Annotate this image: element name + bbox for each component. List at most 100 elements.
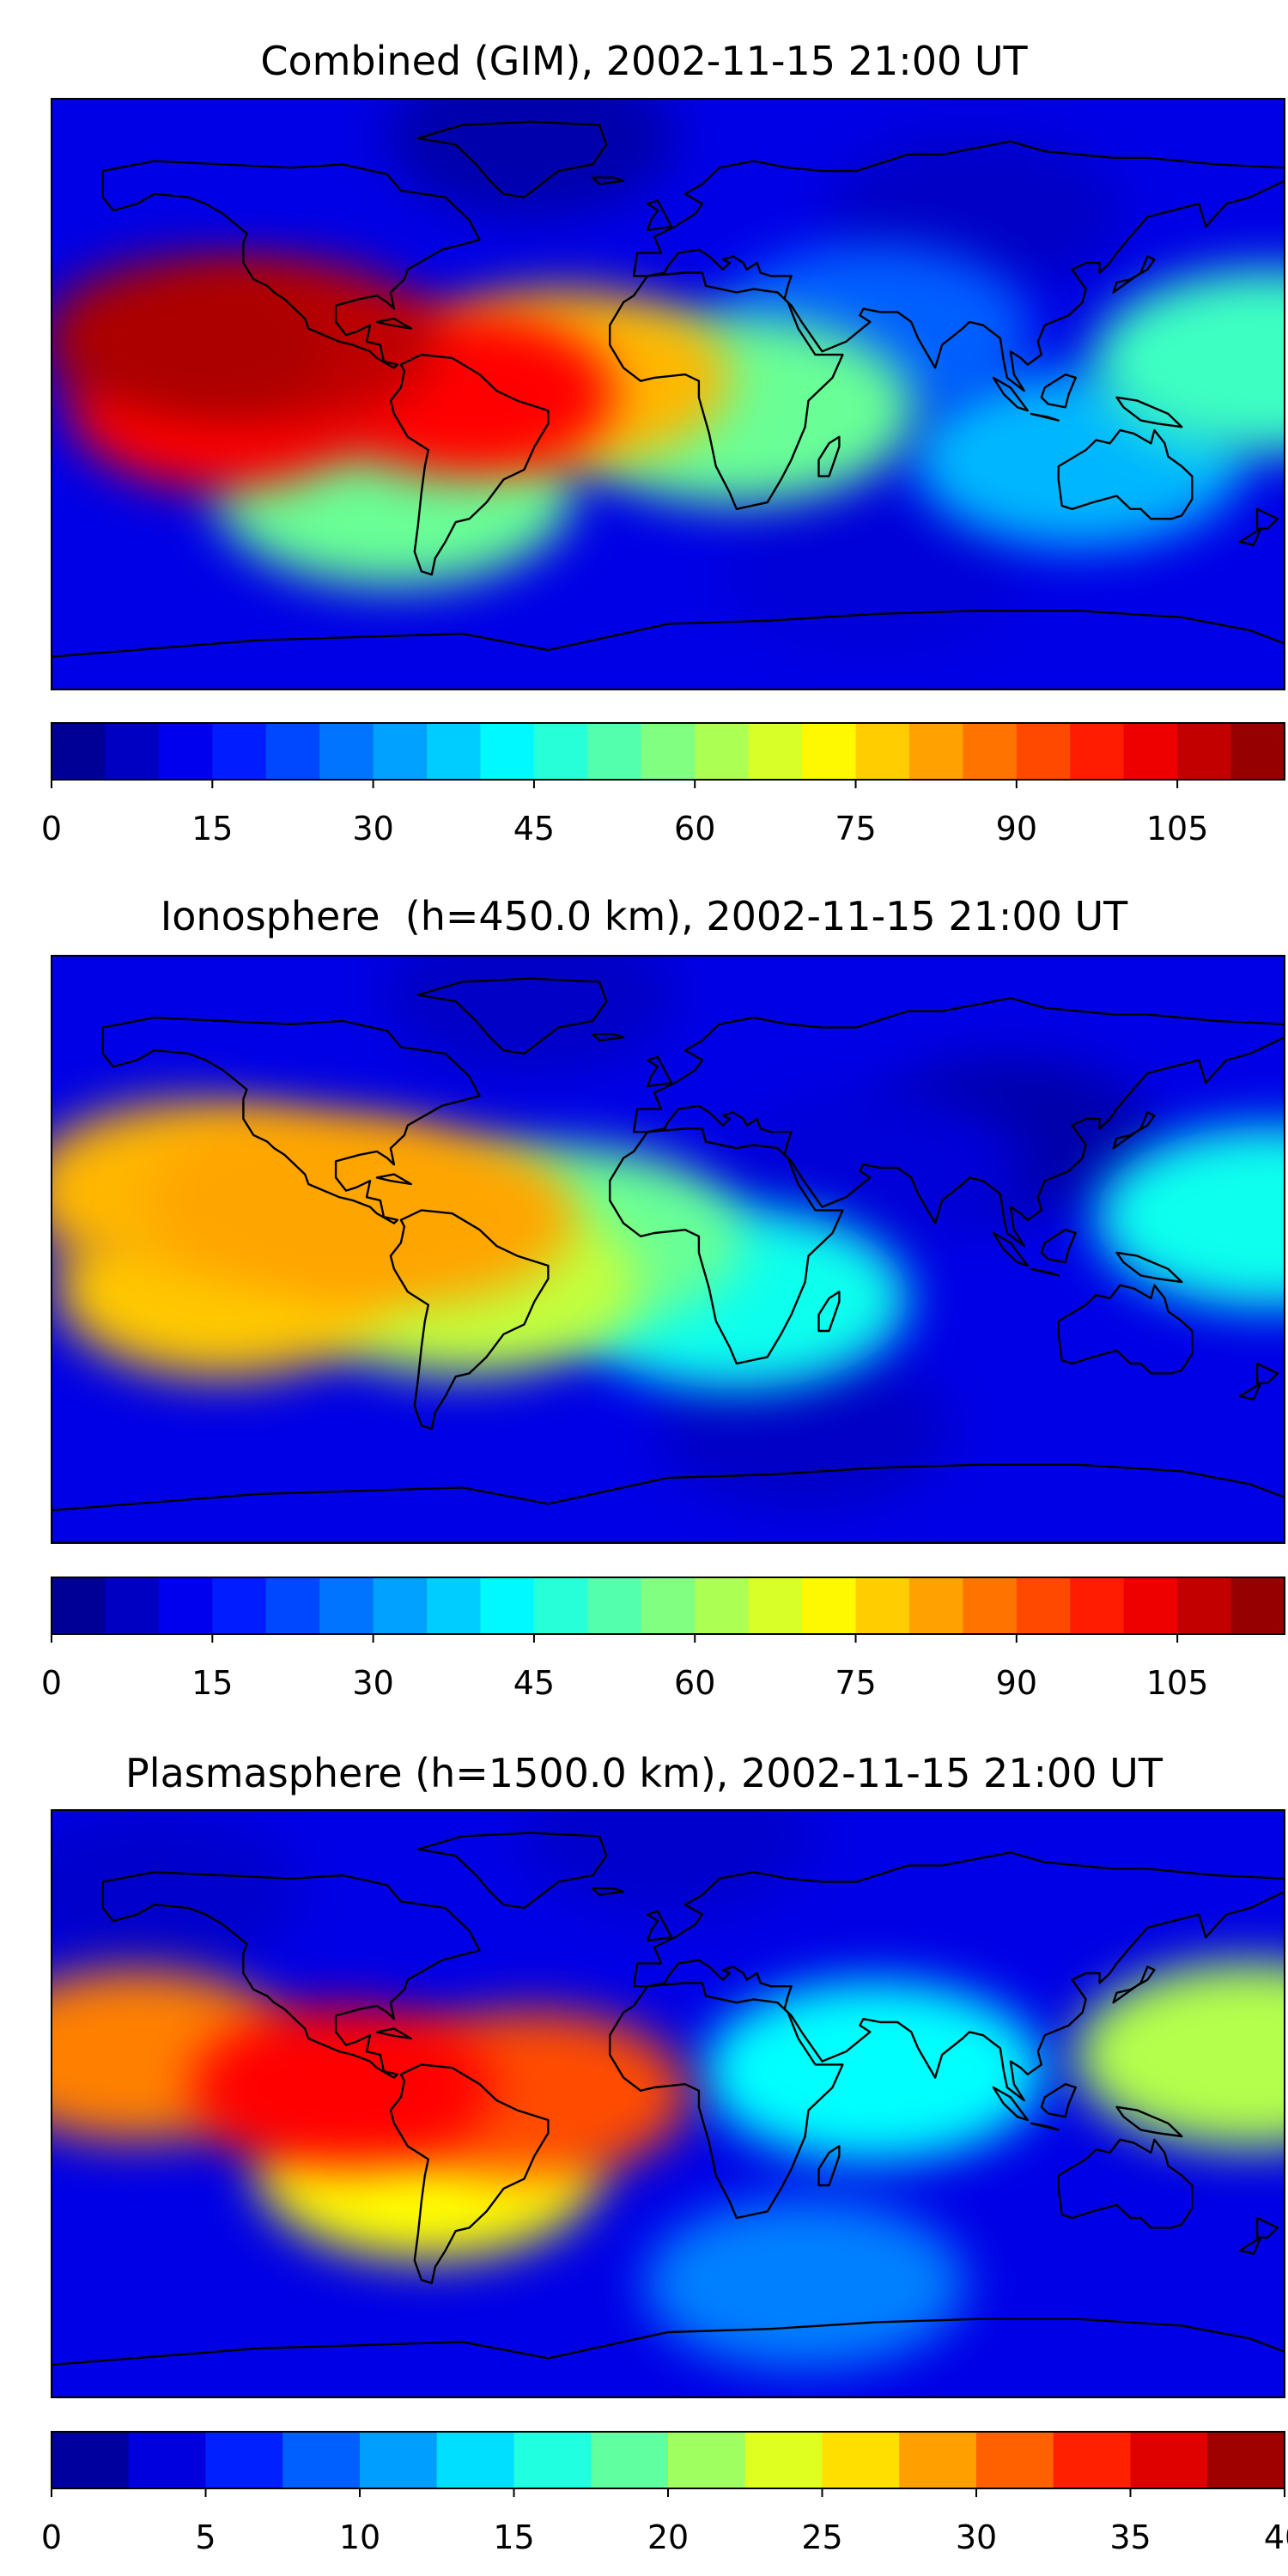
- colorbar-segment-3: [283, 2432, 361, 2488]
- coastline-12: [1115, 1251, 1183, 1284]
- colorbar-tick-label-7: 105: [1146, 810, 1209, 848]
- coastline-1: [389, 1209, 550, 1431]
- coastline-15: [375, 2027, 412, 2040]
- colorbar-segment-7: [427, 1577, 482, 1634]
- coastline-15: [375, 317, 412, 330]
- coastline-7: [646, 1055, 673, 1088]
- colorbar-segment-1: [105, 723, 160, 780]
- field-feature-0: [52, 1812, 302, 1971]
- colorbar-segment-14: [1130, 2432, 1208, 2488]
- coastlines-2: [52, 1832, 1285, 2397]
- colorbar-tick-label-4: 20: [647, 2518, 689, 2556]
- coastline-13: [1255, 2216, 1279, 2239]
- colorbar-1: 0 15 30 45 60 75 90 105: [41, 1577, 1285, 1702]
- coastline-8: [1112, 1111, 1156, 1150]
- coastline-16: [52, 610, 1285, 690]
- colorbar-segment-22: [1230, 723, 1285, 780]
- colorbar-tick-label-1: 15: [191, 810, 233, 848]
- coastline-9: [992, 1231, 1030, 1267]
- colorbar-tick-label-1: 15: [191, 1664, 233, 1702]
- coastline-0: [101, 1016, 481, 1224]
- colorbar-segment-3: [212, 723, 267, 780]
- colorbar-segment-11: [641, 1577, 696, 1634]
- field-feature-4: [1073, 1962, 1285, 2148]
- colorbar-segment-6: [513, 2432, 592, 2488]
- colorbar-segment-7: [591, 2432, 669, 2488]
- colorbar-segment-17: [963, 723, 1018, 780]
- coastline-4: [632, 1851, 1285, 2102]
- colorbar-segment-1: [128, 2432, 207, 2488]
- colorbar-segment-21: [1177, 723, 1232, 780]
- colorbar-segment-2: [158, 723, 213, 780]
- coastline-2: [416, 120, 608, 198]
- colorbar-segment-2: [158, 1577, 213, 1634]
- coastline-6: [817, 2145, 841, 2187]
- field-feature-11: [247, 1129, 575, 1304]
- coastlines-1: [52, 977, 1285, 1543]
- colorbar-segment-10: [822, 2432, 900, 2488]
- colorbar-tick-label-7: 35: [1109, 2518, 1151, 2556]
- colorbar-segment-10: [587, 1577, 642, 1634]
- colorbar-segment-15: [855, 1577, 910, 1634]
- colorbar-segment-20: [1123, 723, 1178, 780]
- coastline-10: [1040, 373, 1077, 409]
- field-feature-2: [725, 494, 1023, 655]
- map-title-0: Combined (GIM), 2002-11-15 21:00 UT: [260, 38, 1028, 84]
- coastline-15: [375, 1173, 412, 1186]
- field-feature-3: [702, 1981, 1045, 2161]
- field-feature-3: [725, 1087, 1023, 1249]
- colorbar-segment-17: [963, 1577, 1018, 1634]
- coastline-0: [101, 1870, 481, 2079]
- coastlines-0: [52, 120, 1285, 690]
- coastline-17: [592, 176, 625, 185]
- coastline-8: [1112, 255, 1156, 294]
- coastline-16: [52, 1463, 1285, 1543]
- coastline-9: [992, 2086, 1030, 2122]
- colorbar-segment-0: [52, 1577, 106, 1634]
- coastline-1: [389, 2063, 550, 2285]
- coastline-5: [1057, 1284, 1194, 1375]
- coastline-11: [1030, 2122, 1060, 2131]
- colorbar-segment-5: [436, 2432, 515, 2488]
- colorbar-tick-label-4: 60: [674, 810, 715, 848]
- coastline-5: [1057, 428, 1194, 520]
- tec-field-2: [52, 1810, 1285, 2397]
- coastline-17: [592, 1032, 625, 1042]
- map-panel-0: 0 15 30 45 60 75 90 105: [41, 98, 1285, 848]
- coastline-7: [646, 199, 673, 232]
- coastline-6: [817, 1291, 841, 1333]
- map-frame-1: [51, 955, 1285, 1544]
- coastline-10: [1040, 1228, 1077, 1264]
- coastline-3: [609, 1982, 844, 2220]
- field-feature-0: [386, 99, 677, 217]
- coastline-17: [592, 1886, 625, 1897]
- colorbar-tick-label-0: 0: [41, 1664, 62, 1702]
- colorbar-segment-13: [748, 723, 803, 780]
- colorbar-tick-label-7: 105: [1146, 1664, 1209, 1702]
- colorbar-segment-22: [1230, 1577, 1285, 1634]
- colorbar-segment-2: [205, 2432, 283, 2488]
- map-panel-1: 0 15 30 45 60 75 90 105: [41, 955, 1285, 1702]
- colorbar-tick-label-0: 0: [41, 810, 62, 848]
- colorbar-segment-8: [668, 2432, 746, 2488]
- colorbar-segment-20: [1123, 1577, 1178, 1634]
- colorbar-segment-21: [1177, 1577, 1232, 1634]
- colorbar-segment-7: [427, 723, 482, 780]
- colorbar-tick-label-5: 75: [835, 1664, 876, 1702]
- colorbar-tick-label-5: 75: [835, 810, 876, 848]
- colorbar-tick-label-3: 15: [493, 2518, 534, 2556]
- field-feature-2: [384, 956, 678, 1075]
- colorbar-segment-15: [855, 723, 910, 780]
- colorbar-tick-label-4: 60: [674, 1664, 715, 1702]
- coastline-7: [646, 1910, 673, 1942]
- tec-field-1: [52, 956, 1285, 1543]
- colorbar-segment-9: [744, 2432, 823, 2488]
- field-feature-1: [520, 1810, 816, 1917]
- colorbar-segment-11: [899, 2432, 977, 2488]
- coastline-10: [1040, 2082, 1077, 2118]
- colorbar-tick-label-5: 25: [801, 2518, 842, 2556]
- map-frame-0: [51, 98, 1285, 690]
- colorbar-frame: [51, 722, 1285, 781]
- colorbar-tick-label-8: 40: [1264, 2518, 1288, 2556]
